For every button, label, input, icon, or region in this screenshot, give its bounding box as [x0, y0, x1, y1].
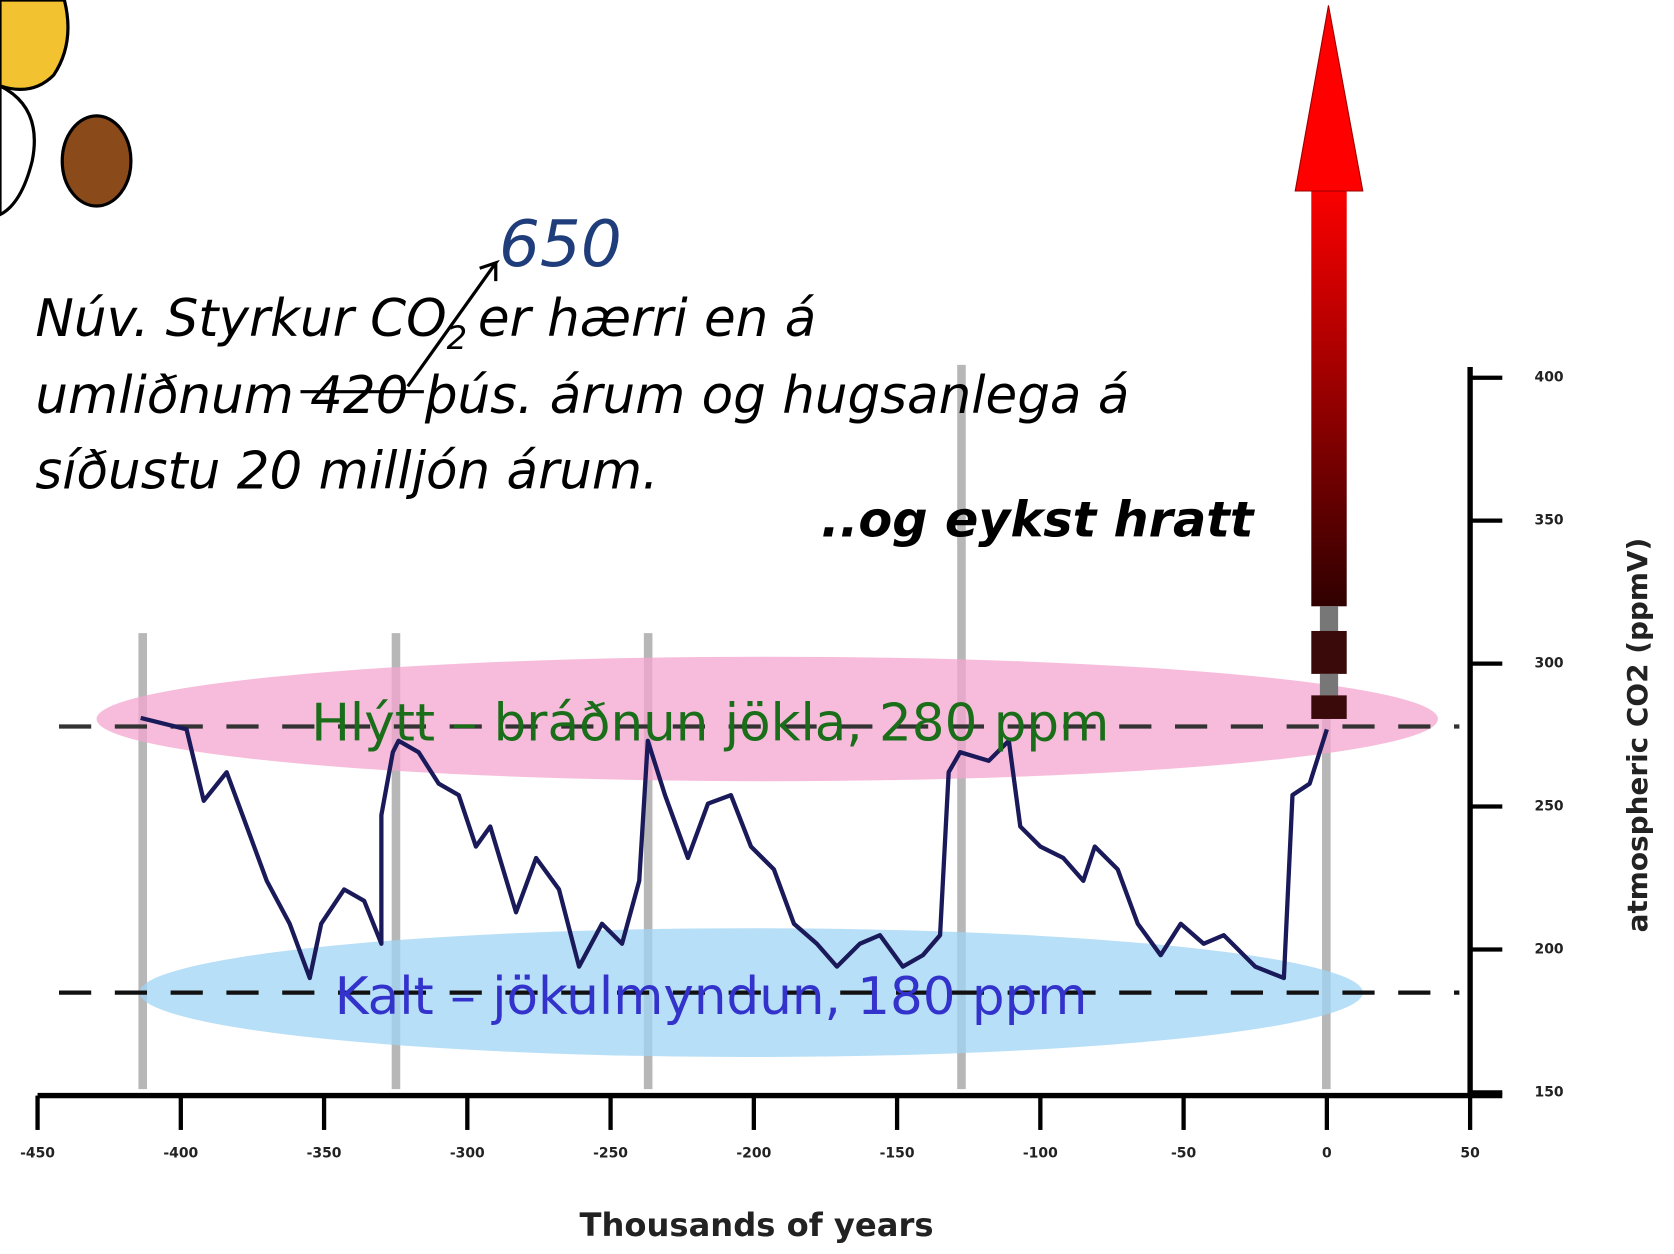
- x-tick-label: -50: [1171, 1146, 1196, 1162]
- note-line: Núv. Styrkur CO2 er hærri en á: [35, 289, 816, 357]
- x-tick-label: -350: [307, 1146, 342, 1162]
- note-line: síðustu 20 milljón árum.: [35, 441, 658, 501]
- chart: -450 -400 -350 -300 -250 -200 -150 -100 -50 0 50 15…: [0, 0, 1674, 1254]
- x-tick-label: 50: [1460, 1146, 1480, 1162]
- new-value: 650: [499, 207, 622, 282]
- x-tick-label: 0: [1322, 1146, 1332, 1162]
- note-text: er hærri en á: [478, 289, 816, 349]
- y-tick-label: 150: [1535, 1084, 1564, 1100]
- note-text: Núv. Styrkur CO: [35, 289, 446, 349]
- cartoon: [0, 0, 131, 215]
- y-tick-label: 300: [1535, 656, 1564, 672]
- x-tick-label: -450: [20, 1146, 55, 1162]
- x-tick-label: -150: [880, 1146, 915, 1162]
- y-tick-label: 350: [1535, 513, 1564, 529]
- rising-arrow: [1295, 5, 1363, 719]
- y-axis-label: atmospheric CO2 (ppmV): [1621, 538, 1654, 933]
- y-tick-label: 400: [1535, 370, 1564, 386]
- y-tick-label: 200: [1535, 941, 1564, 957]
- x-axis-label: Thousands of years: [580, 1206, 934, 1244]
- x-tick-label: -200: [736, 1146, 771, 1162]
- warm-label: Hlýtt – bráðnun jökla, 280 ppm: [311, 693, 1109, 753]
- y-tick-label: 250: [1535, 799, 1564, 815]
- cold-label: Kalt – jökulmyndun, 180 ppm: [335, 967, 1088, 1027]
- x-tick-label: -250: [593, 1146, 628, 1162]
- rising-label: ..og eykst hratt: [821, 491, 1256, 549]
- x-tick-label: -100: [1023, 1146, 1058, 1162]
- note-line: umliðnum 420 þús. árum og hugsanlega á: [35, 366, 1129, 426]
- x-tick-label: -400: [163, 1146, 198, 1162]
- page: -450 -400 -350 -300 -250 -200 -150 -100 -50 0 50 15…: [0, 0, 1674, 1254]
- x-tick-label: -300: [450, 1146, 485, 1162]
- note-subscript: 2: [447, 319, 467, 357]
